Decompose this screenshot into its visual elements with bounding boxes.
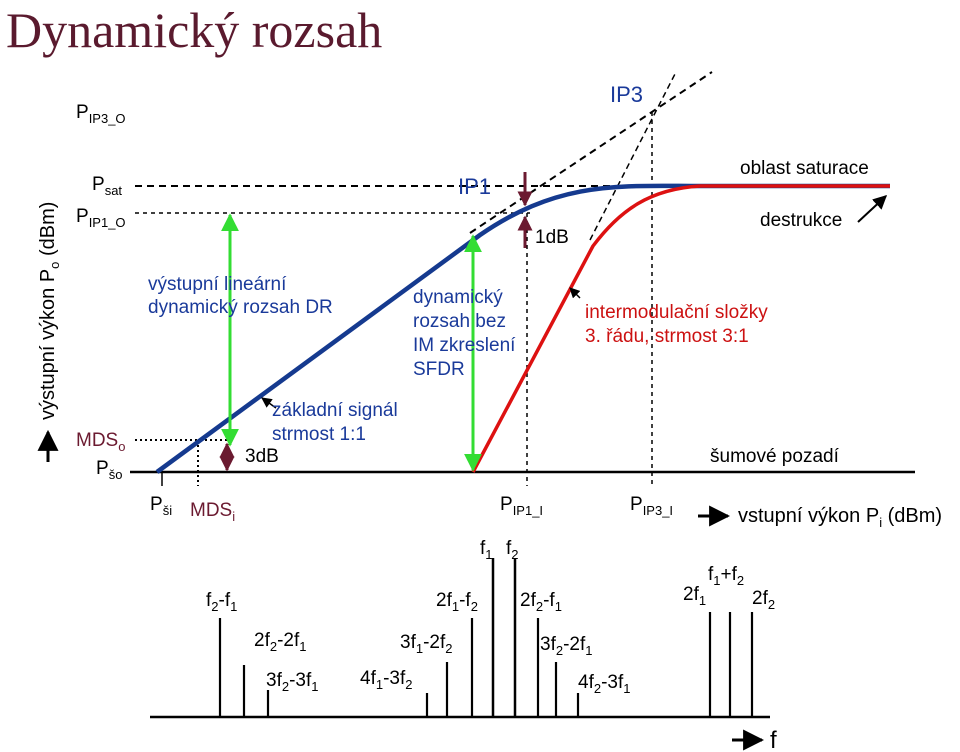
- sfdr-label-line3: IM zkreslení: [413, 335, 516, 356]
- noise-floor-label: šumové pozadí: [710, 446, 840, 467]
- level-ip3i: PIP3_I: [630, 494, 673, 518]
- y-axis-label: výstupní výkon Po (dBm): [37, 202, 62, 420]
- spec-label-f2mf1: f2-f1: [206, 590, 237, 614]
- three-db-label: 3dB: [245, 446, 279, 467]
- fund-label-pointer: [261, 397, 277, 409]
- dr-label-line2: dynamický rozsah DR: [148, 297, 333, 318]
- level-pshi: Pši: [150, 494, 172, 518]
- sfdr-label-line4: SFDR: [413, 359, 465, 380]
- im-label-line1: intermodulační složky: [585, 302, 768, 323]
- intermod-curve: [471, 184, 890, 473]
- spec-label-3f1m2f2: 3f1-2f2: [400, 632, 453, 656]
- fund-label-line2: strmost 1:1: [272, 424, 366, 445]
- fundamental-curve: [155, 183, 890, 474]
- one-db-label: 1dB: [535, 227, 569, 248]
- destruction-pointer: [857, 195, 888, 223]
- svg-text:výstupní výkon Po (dBm): výstupní výkon Po (dBm): [37, 202, 62, 420]
- spec-label-2f2m2f1: 2f2-2f1: [254, 630, 307, 654]
- level-ip1i: PIP1_I: [500, 494, 543, 518]
- im-label-line2: 3. řádu, strmost 3:1: [585, 326, 749, 347]
- im-label-pointer: [569, 287, 581, 299]
- level-psho: Pšo: [96, 458, 122, 482]
- ip3-label: IP3: [610, 82, 643, 107]
- spec-label-2f1: 2f1: [683, 584, 706, 608]
- fundamental-extrapolation: [469, 71, 713, 234]
- spec-label-3f2m2f1: 3f2-2f1: [540, 634, 593, 658]
- spec-label-2f1mf2: 2f1-f2: [436, 590, 478, 614]
- spec-label-f1pf2: f1+f2: [708, 564, 744, 588]
- destruction-label: destrukce: [760, 210, 842, 231]
- sfdr-label-line2: rozsah bez: [413, 311, 506, 332]
- level-ip3o: PIP3_O: [76, 102, 126, 126]
- spec-label-f1: f1: [480, 538, 493, 562]
- saturation-label: oblast saturace: [740, 158, 869, 179]
- level-mdsi: MDSi: [190, 500, 235, 524]
- spec-label-2f2: 2f2: [752, 588, 775, 612]
- level-mdso: MDSo: [76, 430, 125, 454]
- spectrum: [150, 558, 770, 719]
- spec-label-4f1m3f2: 4f1-3f2: [360, 668, 413, 692]
- spec-label-3f2m3f1: 3f2-3f1: [266, 670, 319, 694]
- fund-label-line1: základní signál: [272, 400, 398, 421]
- x-axis-label: vstupní výkon Pi (dBm): [738, 505, 942, 530]
- freq-axis-label: f: [770, 727, 777, 752]
- spec-label-2f2mf1: 2f2-f1: [520, 590, 562, 614]
- intermod-extrapolation: [589, 71, 677, 241]
- spec-label-4f2m3f1: 4f2-3f1: [578, 672, 631, 696]
- sfdr-label-line1: dynamický: [413, 287, 503, 308]
- ip1-label: IP1: [458, 174, 491, 199]
- dr-label-line1: výstupní lineární: [148, 274, 287, 295]
- page-title: Dynamický rozsah: [6, 2, 382, 58]
- level-psat: Psat: [92, 174, 122, 198]
- spec-label-f2: f2: [506, 538, 519, 562]
- level-ip1o: PIP1_O: [76, 206, 126, 230]
